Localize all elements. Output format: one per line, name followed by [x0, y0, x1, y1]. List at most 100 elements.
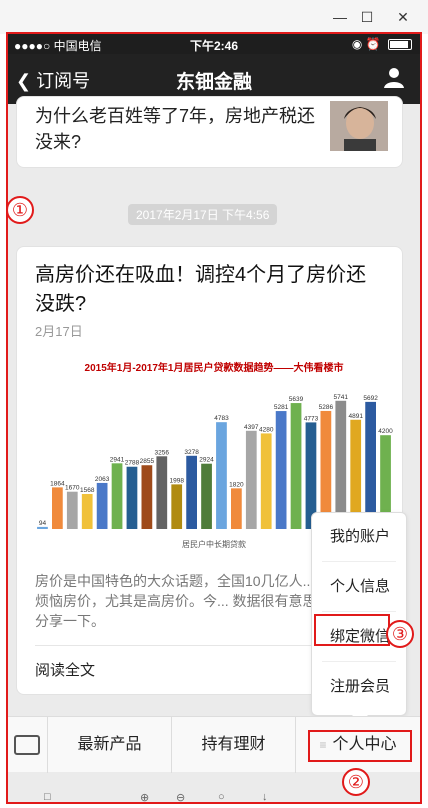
- article-thumbnail: [330, 101, 388, 151]
- chart-title: 2015年1月-2017年1月居民户贷款数据趋势——大伟看楼市: [85, 361, 344, 374]
- chart-bar: [260, 433, 272, 529]
- chart-x-label: 居民户中长期贷款: [182, 539, 246, 549]
- navigation-bar: ❮ 订阅号 东钿金融: [8, 54, 420, 104]
- maximize-icon[interactable]: ☐: [360, 9, 374, 25]
- chart-bar: [111, 463, 123, 529]
- divider: [35, 645, 402, 646]
- read-full-link[interactable]: 阅读全文: [35, 662, 96, 679]
- menu-lines-icon: ≡: [319, 738, 327, 752]
- menu-item-register-member[interactable]: 注册会员: [329, 678, 390, 695]
- chart-bar: [96, 482, 108, 529]
- chart-bar: [335, 400, 347, 529]
- chart-data-label: 2855: [140, 458, 155, 465]
- time-divider: 2017年2月17日 下午4:56: [128, 204, 278, 225]
- chart-data-label: 2941: [110, 456, 125, 463]
- annotation-frame-1: [6, 32, 422, 804]
- download-icon[interactable]: ↓: [262, 791, 268, 803]
- keyboard-toggle[interactable]: [8, 717, 48, 773]
- chart-data-label: 4397: [244, 424, 259, 431]
- zoom-out-icon[interactable]: ⊖: [176, 792, 186, 804]
- carrier-signal: ●●●●○ 中国电信: [14, 39, 102, 53]
- chart-data-label: 1670: [65, 485, 80, 492]
- chart-data-label: 5639: [289, 396, 304, 403]
- annotation-frame-3: [314, 614, 390, 646]
- battery-icon: [388, 39, 412, 51]
- chart-data-label: 3256: [155, 449, 170, 456]
- menu-separator: [322, 661, 396, 662]
- chart-bar: [81, 493, 93, 529]
- chart-bar: [186, 455, 197, 529]
- chart-data-label: 1998: [169, 477, 184, 484]
- chart-bar: [231, 488, 242, 529]
- zoom-in-icon[interactable]: ⊕: [140, 792, 150, 804]
- chart-bar: [141, 465, 153, 529]
- chart-bar: [380, 435, 391, 529]
- chart-data-label: 4280: [259, 426, 274, 433]
- chart-data-label: 1864: [50, 480, 65, 487]
- back-button[interactable]: ❮ 订阅号: [16, 67, 90, 93]
- chevron-left-icon: ❮: [16, 71, 32, 91]
- chart-bar: [275, 411, 287, 529]
- article-title: 为什么老百姓等了7年，房地产税还没来?: [35, 106, 316, 152]
- chart-bar: [245, 430, 257, 529]
- article-date: 2月17日: [35, 324, 83, 339]
- tab-holdings[interactable]: 持有理财: [172, 717, 296, 773]
- annotation-frame-2: [308, 730, 412, 762]
- status-time: 下午2:46: [189, 39, 239, 53]
- chart-bar: [320, 410, 332, 529]
- tab-latest-products[interactable]: 最新产品: [48, 717, 172, 773]
- chart-bar: [37, 526, 48, 529]
- square-icon[interactable]: □: [44, 791, 51, 803]
- annotation-label-3: ③: [386, 620, 414, 648]
- back-label: 订阅号: [36, 71, 91, 91]
- tab-label: 个人中心: [332, 736, 397, 753]
- chart-data-label: 94: [39, 520, 47, 527]
- chart-data-label: 5692: [363, 395, 378, 402]
- chart-data-label: 4783: [214, 415, 229, 422]
- chart-data-label: 4891: [348, 413, 363, 420]
- chart-data-label: 4773: [304, 415, 319, 422]
- chart-bar: [126, 466, 138, 529]
- chart-data-label: 2063: [95, 476, 110, 483]
- chart-bar: [201, 463, 212, 529]
- window-bottom-toolbar: □ ⊕ ⊖ ○ ↓: [0, 788, 428, 808]
- menu-item-bind-wechat[interactable]: 绑定微信: [329, 628, 390, 645]
- minimize-icon[interactable]: —: [333, 9, 347, 25]
- chart-data-label: 5281: [274, 404, 289, 411]
- chart-data-label: 5286: [319, 404, 334, 411]
- status-bar: ●●●●○ 中国电信 下午2:46 ◉ ⏰: [8, 34, 420, 54]
- chart-bar: [156, 456, 168, 529]
- chart-bar: [305, 422, 317, 529]
- chart-data-label: 5741: [334, 394, 349, 401]
- chart-data-label: 2788: [125, 460, 140, 467]
- chart-data-label: 4200: [378, 428, 393, 435]
- loan-trend-chart: 2015年1月-2017年1月居民户贷款数据趋势——大伟看楼市 94 1864167…: [37, 361, 393, 549]
- annotation-label-1: ①: [6, 196, 34, 224]
- status-indicators: ◉ ⏰: [352, 37, 412, 51]
- tab-personal-center[interactable]: ≡ 个人中心: [296, 717, 420, 773]
- refresh-icon[interactable]: ○: [218, 791, 225, 803]
- chart-bar: [171, 484, 183, 529]
- keyboard-icon: [14, 735, 40, 755]
- chart-data-label: 2924: [199, 457, 214, 464]
- chart-bar: [365, 401, 376, 529]
- person-icon[interactable]: [382, 66, 406, 90]
- chart-data-label: 3278: [184, 449, 199, 456]
- chart-bar: [66, 491, 78, 529]
- article-title: 高房价还在吸血！调控4个月了房价还没跌?: [35, 264, 367, 315]
- menu-separator: [322, 611, 396, 612]
- page-title: 东钿金融: [175, 72, 252, 93]
- chart-bar: [290, 403, 302, 529]
- chart-bar: [52, 487, 63, 529]
- article-summary: 房价是中国特色的大众话题，全国10几亿人... 话的基本都烦恼房价，尤其是高房价…: [35, 573, 389, 629]
- menu-item-my-account[interactable]: 我的账户: [329, 528, 390, 545]
- article-card[interactable]: 为什么老百姓等了7年，房地产税还没来?: [16, 96, 403, 168]
- window-title-bar: — ☐ ✕: [0, 0, 428, 34]
- phone-screen: ●●●●○ 中国电信 下午2:46 ◉ ⏰ ❮ 订阅号 东钿金融 为什么老百姓等…: [8, 34, 420, 804]
- chart-data-label: 1820: [229, 481, 244, 488]
- chart-bar: [216, 422, 227, 529]
- menu-item-personal-info[interactable]: 个人信息: [329, 578, 390, 595]
- annotation-label-2: ②: [342, 768, 370, 796]
- close-icon[interactable]: ✕: [397, 9, 409, 25]
